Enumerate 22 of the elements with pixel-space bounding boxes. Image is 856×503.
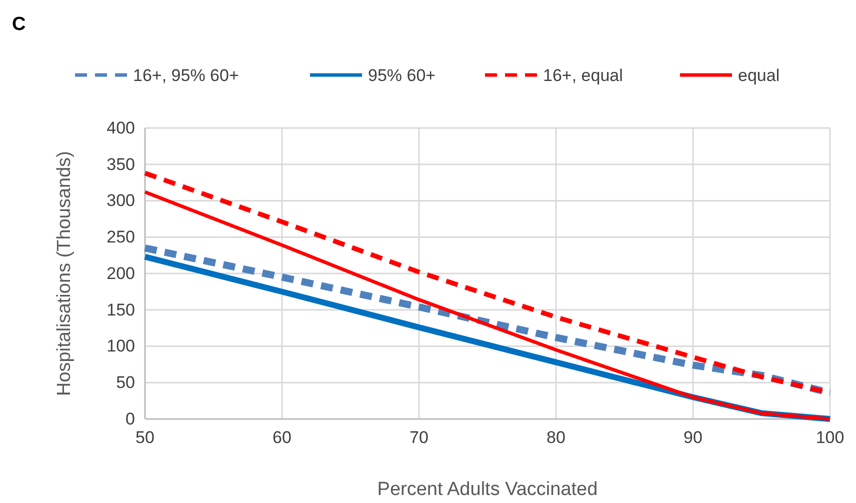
x-tick-label: 80 — [546, 428, 566, 448]
y-tick-label: 400 — [106, 118, 135, 138]
legend-label: equal — [738, 66, 780, 85]
y-tick-label: 350 — [106, 154, 135, 174]
x-axis-title: Percent Adults Vaccinated — [377, 479, 598, 500]
y-tick-label: 100 — [106, 336, 135, 356]
x-tick-label: 60 — [272, 428, 292, 448]
x-tick-label: 100 — [816, 428, 844, 448]
legend-label: 16+, 95% 60+ — [133, 66, 239, 85]
x-tick-label: 50 — [136, 428, 154, 448]
chart-title: C — [12, 14, 26, 35]
y-tick-label: 50 — [116, 373, 135, 392]
y-tick-label: 0 — [126, 409, 135, 428]
y-tick-label: 150 — [106, 300, 135, 320]
x-tick-label: 70 — [410, 428, 428, 448]
y-tick-label: 200 — [106, 264, 135, 283]
legend-label: 16+, equal — [543, 66, 623, 85]
x-tick-label: 90 — [684, 428, 702, 448]
y-axis-title: Hospitalisations (Thousands) — [54, 150, 75, 396]
legend-label: 95% 60+ — [368, 66, 436, 85]
y-tick-label: 300 — [106, 191, 135, 210]
y-tick-label: 250 — [106, 228, 135, 247]
